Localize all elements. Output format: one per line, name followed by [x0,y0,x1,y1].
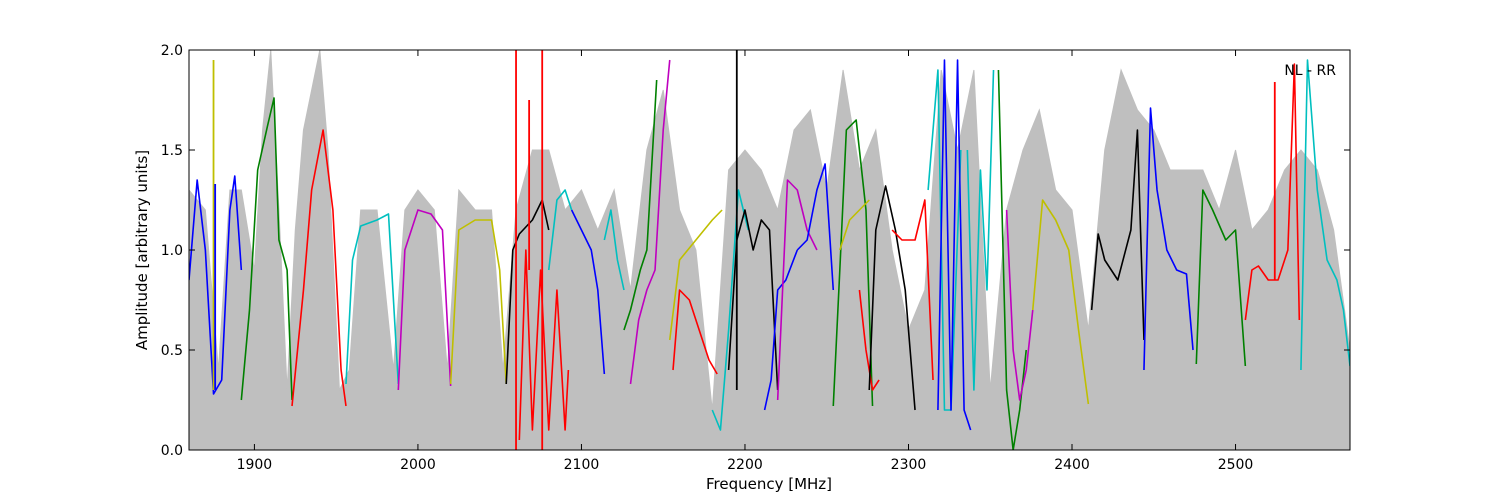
x-tick-label: 2500 [1218,457,1254,473]
series-line-1 [189,175,243,395]
series-line-32 [1090,129,1145,341]
x-axis-label: Frequency [MHz] [706,475,832,493]
series-line-35 [1244,63,1301,321]
series-layer [189,50,1350,450]
x-tick-label: 1900 [237,457,273,473]
series-line-11 [603,209,625,291]
series-line-36 [1300,59,1350,371]
series-line-27 [937,59,972,431]
series-line-14 [668,209,723,341]
series-line-3 [291,129,347,407]
x-axis: 1900 2000 2100 2200 2300 2400 2500 [237,50,1254,473]
y-tick-label: 0.0 [161,443,183,459]
series-line-24 [868,185,916,411]
series-line-34 [1195,189,1247,367]
series-line-6 [449,219,508,385]
series-line-19 [776,179,818,401]
series-line-18 [763,249,799,411]
y-tick-label: 0.5 [161,343,183,359]
series-line-4 [345,213,400,385]
series-line-12 [623,79,658,331]
y-axis: 0.0 0.5 1.0 1.5 2.0 [161,43,1350,459]
y-tick-label: 1.0 [161,243,183,259]
series-line-30 [1005,209,1034,401]
series-line-23 [858,289,880,391]
series-line-7 [505,199,550,385]
series-line-22 [839,199,870,251]
series-line-28 [966,69,995,391]
series-line-20 [796,163,835,291]
series-line-9 [547,189,573,271]
series-line-10 [570,209,606,375]
y-tick-label: 2.0 [161,43,183,59]
series-line-21 [832,119,874,407]
x-tick-label: 2000 [400,457,436,473]
series-line-25 [891,199,934,381]
series-line-31 [1031,199,1090,405]
series-line-13 [629,59,671,385]
x-tick-label: 2300 [891,457,927,473]
series-line-5 [397,209,452,391]
series-line-8 [518,249,570,441]
series-line-2 [240,97,293,401]
y-tick-label: 1.5 [161,143,183,159]
background-envelope [189,50,1350,450]
y-axis-label: Amplitude [arbitrary units] [133,150,151,350]
x-tick-label: 2200 [727,457,763,473]
series-line-15 [672,289,718,375]
x-tick-label: 2400 [1054,457,1090,473]
x-tick-label: 2100 [564,457,600,473]
background-envelope-area [189,50,1350,450]
series-line-16 [711,189,750,431]
series-line-26 [927,69,962,411]
annotation-label: NL - RR [1284,63,1336,79]
series-line-33 [1143,107,1194,371]
